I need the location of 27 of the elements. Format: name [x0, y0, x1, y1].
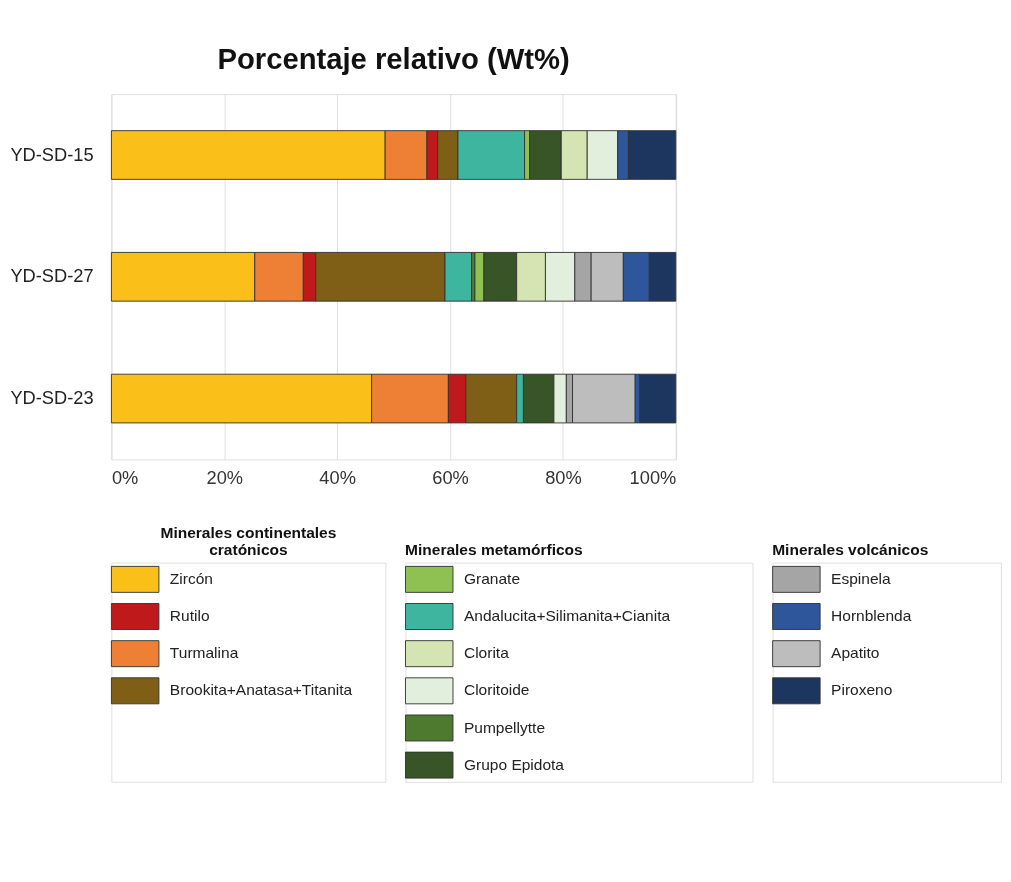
x-tick-label: 80% — [545, 466, 582, 488]
legend-label: Apatito — [831, 644, 880, 662]
chart-title: Porcentaje relativo (Wt%) — [217, 43, 570, 76]
legend-label: Piroxeno — [831, 681, 893, 699]
y-tick-label: YD-SD-15 — [10, 143, 94, 165]
legend-label: Cloritoide — [463, 681, 530, 699]
text: Minerales volcánicos — [772, 541, 929, 559]
y-tick-label: YD-SD-27 — [10, 265, 94, 287]
legend-label: Brookita+Anatasa+Titanita — [169, 681, 353, 699]
legend-label: Andalucita+Silimanita+Cianita — [463, 607, 671, 625]
x-tick-label: 0% — [111, 466, 139, 488]
legend-label: Clorita — [463, 644, 510, 662]
text: Minerales continentales cratónicos — [160, 523, 337, 559]
legend-label: Grupo Epidota — [463, 755, 565, 773]
legend-label: Pumpellytte — [463, 718, 546, 736]
legend-label: Turmalina — [169, 644, 239, 662]
x-tick-label: 60% — [432, 466, 469, 488]
legend-label: Espinela — [831, 569, 891, 587]
legend-label: Granate — [463, 569, 521, 587]
x-tick-label: 40% — [319, 466, 356, 488]
legend-label: Rutilo — [169, 607, 210, 625]
text: Minerales metamórficos — [405, 541, 583, 559]
y-tick-label: YD-SD-23 — [10, 387, 94, 409]
x-tick-label: 20% — [206, 466, 244, 488]
legend-label: Zircón — [169, 569, 213, 587]
legend-label: Hornblenda — [831, 607, 912, 625]
x-tick-label: 100% — [629, 466, 677, 488]
